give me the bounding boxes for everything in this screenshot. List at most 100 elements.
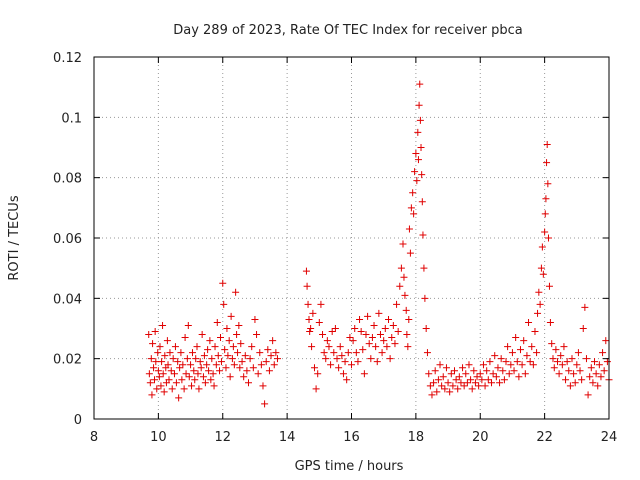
data-point — [230, 361, 238, 369]
data-point — [187, 361, 195, 369]
data-point — [587, 364, 595, 372]
data-point — [602, 337, 610, 345]
data-point — [153, 385, 161, 393]
data-point — [200, 352, 208, 360]
data-point — [267, 352, 275, 360]
data-point — [409, 189, 417, 197]
data-point — [308, 343, 316, 351]
data-point — [225, 337, 233, 345]
data-point — [544, 180, 552, 188]
data-point — [338, 352, 346, 360]
data-point — [348, 361, 355, 369]
data-point — [536, 300, 544, 308]
data-point — [581, 303, 589, 311]
data-point — [563, 358, 571, 366]
data-point — [402, 306, 410, 314]
data-point — [204, 346, 212, 354]
data-point — [205, 367, 213, 375]
data-point — [163, 337, 171, 345]
data-point — [270, 361, 278, 369]
data-point — [243, 367, 251, 375]
data-point — [516, 346, 524, 354]
data-point — [497, 355, 505, 363]
data-point — [154, 349, 162, 357]
data-point — [491, 352, 499, 360]
data-point — [226, 373, 234, 381]
data-point — [492, 373, 500, 381]
data-point — [467, 376, 475, 384]
data-point — [550, 364, 558, 372]
data-point — [489, 370, 497, 378]
data-point — [534, 309, 542, 317]
data-point — [405, 315, 413, 323]
data-point — [221, 346, 229, 354]
data-point — [449, 382, 457, 390]
data-point — [518, 361, 526, 369]
data-point — [452, 376, 460, 384]
data-point — [386, 355, 394, 363]
data-point — [253, 331, 261, 339]
data-point — [468, 385, 476, 393]
data-point — [433, 388, 441, 396]
data-point — [576, 367, 584, 375]
data-point — [314, 370, 322, 378]
data-point — [376, 331, 384, 339]
data-point — [404, 343, 412, 351]
data-point — [414, 156, 422, 164]
data-point — [367, 355, 375, 363]
x-tick-label: 10 — [150, 430, 167, 445]
data-point — [211, 343, 219, 351]
data-point — [416, 116, 424, 124]
data-point — [545, 282, 553, 290]
data-point — [436, 361, 444, 369]
data-point — [246, 355, 254, 363]
data-point — [254, 370, 262, 378]
data-point — [330, 349, 338, 357]
data-point — [272, 349, 280, 357]
data-point — [303, 282, 311, 290]
data-point — [307, 325, 315, 332]
data-point — [192, 355, 200, 363]
data-points — [145, 80, 613, 408]
data-point — [341, 358, 349, 366]
data-point — [594, 382, 602, 390]
data-point — [174, 358, 182, 366]
data-point — [188, 349, 196, 357]
y-tick-label: 0.02 — [53, 353, 82, 368]
data-point — [233, 331, 241, 339]
data-point — [538, 243, 546, 251]
data-point — [165, 376, 173, 384]
data-point — [523, 352, 531, 360]
data-point — [161, 352, 169, 360]
data-point — [216, 367, 224, 375]
data-point — [147, 355, 155, 363]
data-point — [261, 400, 269, 408]
data-point — [397, 264, 405, 272]
axis-ticks — [93, 56, 610, 420]
data-point — [385, 315, 393, 323]
data-point — [229, 343, 237, 351]
data-point — [150, 364, 158, 372]
data-point — [164, 361, 172, 369]
data-point — [159, 321, 167, 329]
x-tick-label: 20 — [472, 430, 489, 445]
data-point — [179, 361, 187, 369]
data-point — [399, 240, 407, 248]
data-point — [513, 358, 521, 366]
data-point — [544, 234, 552, 242]
data-point — [562, 376, 570, 384]
data-point — [178, 376, 186, 384]
data-point — [180, 385, 188, 393]
data-point — [520, 337, 528, 345]
data-point — [170, 370, 178, 378]
data-point — [405, 225, 413, 233]
data-point — [193, 343, 201, 351]
data-point — [327, 361, 335, 369]
data-point — [182, 370, 190, 378]
data-point — [339, 370, 347, 378]
data-point — [451, 367, 458, 375]
data-point — [537, 264, 545, 272]
data-point — [238, 358, 246, 366]
data-point — [546, 318, 554, 326]
data-point — [548, 340, 556, 348]
